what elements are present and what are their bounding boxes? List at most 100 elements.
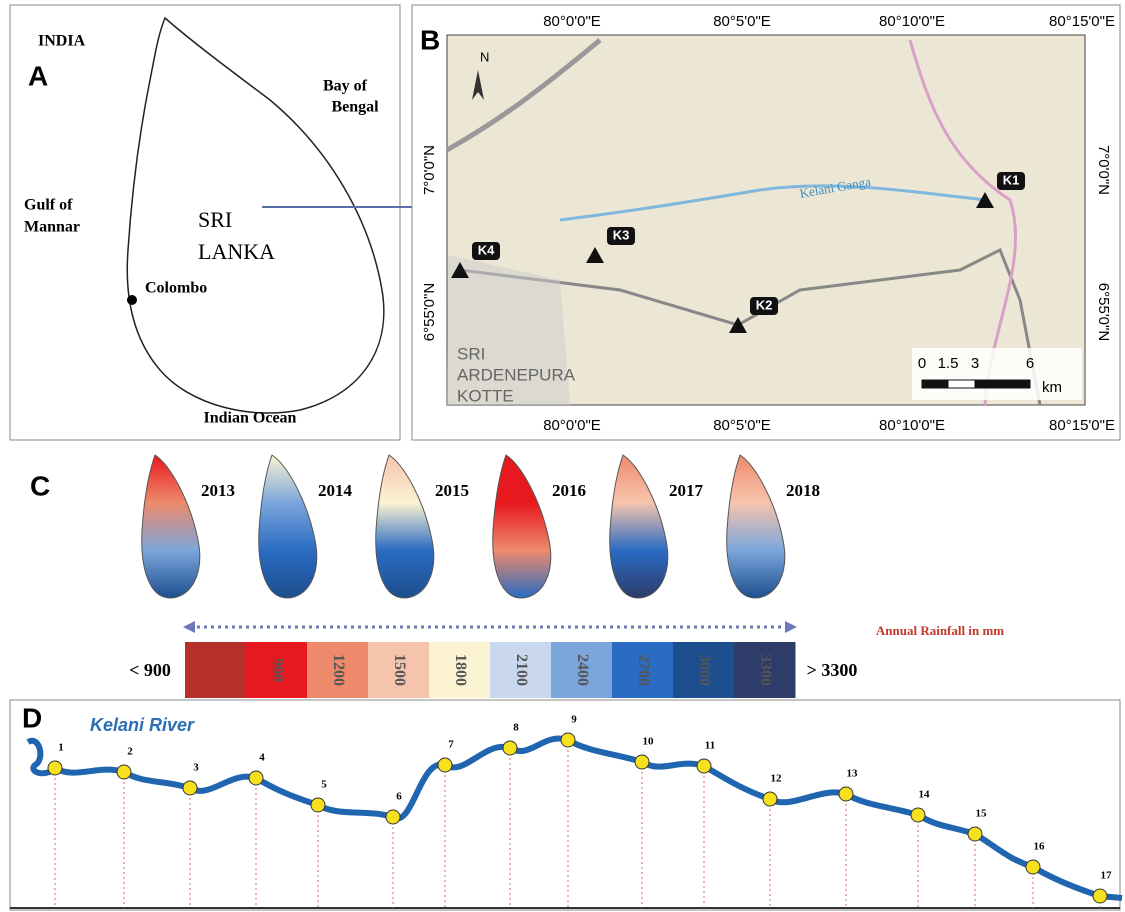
map-label: Gulf of	[24, 197, 73, 214]
color-legend: 90012001500180021002400270030003300	[185, 642, 796, 698]
scale-tick: 1.5	[938, 355, 959, 372]
year-label: 2016	[552, 481, 586, 500]
point-label: 8	[513, 722, 519, 734]
point-label: 7	[448, 739, 454, 751]
point-label: 14	[919, 789, 931, 801]
legend-arrow-head	[183, 621, 195, 633]
scale-tick: 0	[918, 355, 926, 372]
legend-break: 1500	[391, 654, 408, 686]
sample-point	[635, 755, 649, 769]
rainfall-map	[376, 455, 434, 598]
sample-point	[697, 759, 711, 773]
river-line	[28, 739, 1122, 898]
legend-title: Annual Rainfall in mm	[876, 623, 1004, 638]
point-label: 9	[571, 714, 577, 726]
sample-point	[1093, 889, 1107, 903]
legend-break: 900	[269, 658, 286, 682]
legend-min: < 900	[129, 660, 171, 680]
map-label: Bengal	[331, 99, 379, 116]
sample-point	[386, 810, 400, 824]
map-label: Bay of	[323, 78, 368, 95]
longitude-label: 80°15'0"E	[1049, 13, 1115, 30]
longitude-label: 80°10'0"E	[879, 13, 945, 30]
sample-point	[249, 771, 263, 785]
point-label: 17	[1101, 870, 1113, 882]
map-label: Indian Ocean	[204, 410, 297, 427]
point-label: 13	[847, 768, 859, 780]
rainfall-map	[259, 455, 317, 598]
point-label: 10	[643, 736, 655, 748]
station-label: K3	[613, 227, 630, 242]
panel-letter: A	[28, 60, 48, 91]
point-label: 2	[127, 746, 133, 758]
city-label: Colombo	[145, 280, 207, 297]
longitude-label: 80°15'0"E	[1049, 417, 1115, 434]
legend-break: 2100	[513, 654, 530, 686]
legend-arrow-head	[785, 621, 797, 633]
legend-break: 1800	[452, 654, 469, 686]
year-label: 2015	[435, 481, 469, 500]
longitude-label: 80°5'0"E	[713, 417, 771, 434]
station-label: K2	[756, 297, 773, 312]
station-label: K1	[1003, 172, 1020, 187]
scale-segment	[975, 380, 1030, 388]
map-label: INDIA	[38, 33, 86, 50]
point-label: 4	[259, 752, 265, 764]
legend-break: 2700	[635, 654, 652, 686]
year-label: 2014	[318, 481, 353, 500]
legend-break: 3300	[757, 654, 774, 686]
point-label: 3	[193, 762, 199, 774]
panel-letter: C	[30, 470, 50, 501]
north-label: N	[480, 49, 489, 64]
latitude-label: 7°0'0"N	[1095, 145, 1112, 195]
longitude-label: 80°0'0"E	[543, 13, 601, 30]
place-label: SRI	[457, 344, 485, 363]
legend-swatch	[185, 642, 247, 698]
point-label: 11	[705, 740, 715, 752]
sample-point	[763, 792, 777, 806]
legend-break: 2400	[574, 654, 591, 686]
latitude-label: 7°0'0"N	[421, 145, 438, 195]
longitude-label: 80°5'0"E	[713, 13, 771, 30]
sample-point	[117, 765, 131, 779]
sample-point	[911, 808, 925, 822]
station-label: K4	[478, 242, 495, 257]
point-label: 6	[396, 791, 402, 803]
colombo-dot	[127, 295, 137, 305]
scale-segment	[922, 380, 948, 388]
year-label: 2013	[201, 481, 235, 500]
scale-unit: km	[1042, 379, 1062, 396]
country-label: SRI	[198, 207, 232, 232]
scale-tick: 6	[1026, 355, 1034, 372]
rainfall-map	[610, 455, 668, 598]
figure: A INDIA Bay of Bengal Gulf of Mannar SRI…	[0, 0, 1125, 912]
sample-point	[183, 781, 197, 795]
scale-segment	[948, 380, 975, 388]
point-label: 15	[976, 808, 988, 820]
rainfall-map	[142, 455, 200, 598]
sample-point	[503, 741, 517, 755]
sample-point	[311, 798, 325, 812]
point-label: 16	[1034, 841, 1046, 853]
sample-point	[561, 733, 575, 747]
legend-max: > 3300	[807, 660, 858, 680]
sample-point	[48, 761, 62, 775]
panel-letter: B	[420, 24, 440, 55]
panel-letter: D	[22, 702, 42, 733]
point-label: 5	[321, 779, 327, 791]
country-label: LANKA	[198, 239, 275, 264]
rainfall-map	[493, 455, 551, 598]
latitude-label: 6°55'0"N	[421, 283, 438, 341]
latitude-label: 6°55'0"N	[1095, 283, 1112, 341]
sample-point	[438, 758, 452, 772]
point-label: 1	[58, 742, 64, 754]
sample-point	[839, 787, 853, 801]
longitude-label: 80°10'0"E	[879, 417, 945, 434]
year-label: 2017	[669, 481, 704, 500]
legend-break: 3000	[696, 654, 713, 686]
year-label: 2018	[786, 481, 820, 500]
river-title: Kelani River	[90, 715, 195, 735]
place-label: KOTTE	[457, 386, 514, 405]
